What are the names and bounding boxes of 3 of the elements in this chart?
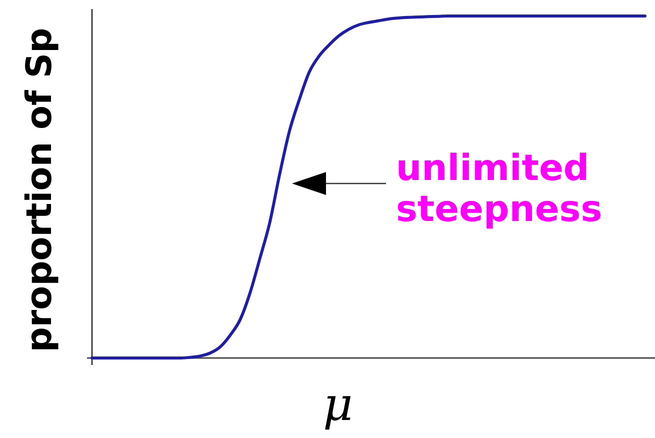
x-axis-title: μ bbox=[323, 377, 353, 431]
y-axis-title: proportion of Sp bbox=[20, 28, 60, 352]
annotation: unlimited steepness bbox=[396, 148, 602, 230]
